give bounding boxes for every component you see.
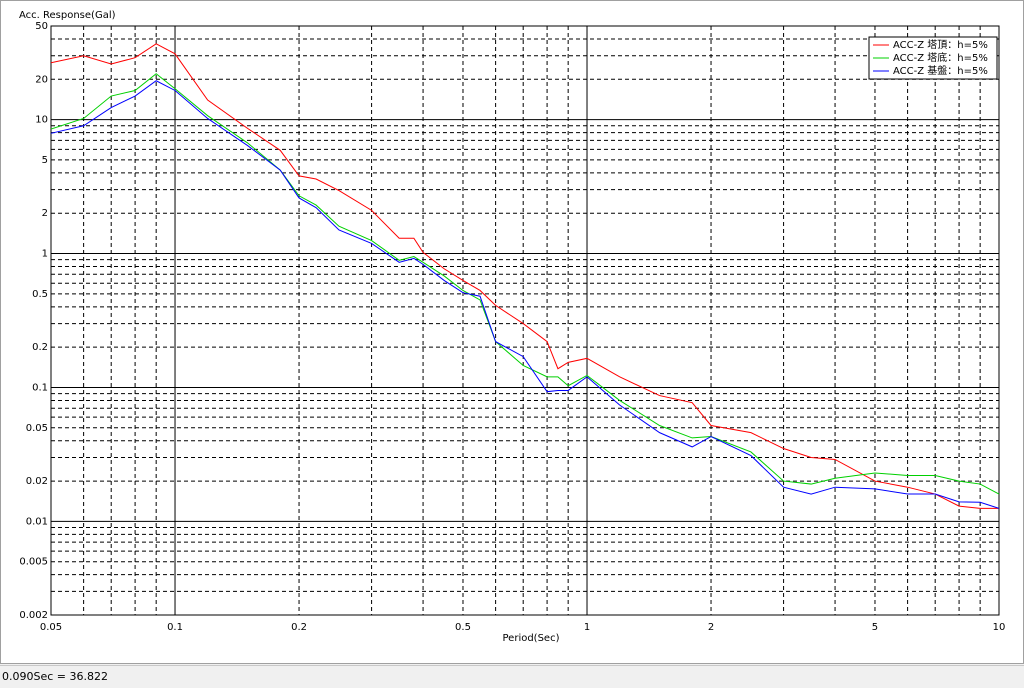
x-tick-label: 0.05 [40,622,62,633]
x-tick-label: 5 [872,622,878,633]
y-tick-label: 0.002 [19,610,48,621]
x-tick-label: 0.1 [167,622,183,633]
x-tick-label: 0.5 [455,622,471,633]
legend-label: ACC-Z 塔底：h=5% [893,51,988,64]
x-tick-label: 1 [584,622,590,633]
y-tick-label: 50 [35,21,48,32]
y-tick-label: 1 [42,249,48,260]
y-tick-label: 2 [42,208,48,219]
data-line [50,80,1000,509]
data-line [50,73,1000,495]
x-tick-label: 2 [708,622,714,633]
y-tick-label: 20 [35,74,48,85]
legend-label: ACC-Z 塔頂：h=5% [893,38,988,51]
chart-window: Acc. Response(Gal) Period(Sec) 0.05 0.1 0.… [0,0,1024,664]
y-tick-label: 0.01 [26,516,48,527]
y-tick-label: 5 [42,155,48,166]
y-tick-label: 0.05 [26,423,48,434]
y-tick-label: 0.02 [26,476,48,487]
status-bar: 0.090Sec = 36.822 [0,665,1024,688]
legend-label: ACC-Z 基盤：h=5% [893,64,988,77]
y-tick-label: 0.1 [32,382,48,393]
x-tick-label: 10 [993,622,1006,633]
x-tick-label: 0.2 [291,622,307,633]
y-tick-label: 0.2 [32,342,48,353]
legend-box [868,36,998,80]
chart: Acc. Response(Gal) Period(Sec) 0.05 0.1 0.… [19,10,1006,644]
y-tick-label: 10 [35,115,48,126]
y-axis-title: Acc. Response(Gal) [19,10,116,21]
plot-frame [50,25,1000,616]
x-axis-title: Period(Sec) [503,633,560,644]
data-line [50,43,999,509]
y-tick-label: 0.005 [19,557,48,568]
y-tick-label: 0.5 [32,289,48,300]
